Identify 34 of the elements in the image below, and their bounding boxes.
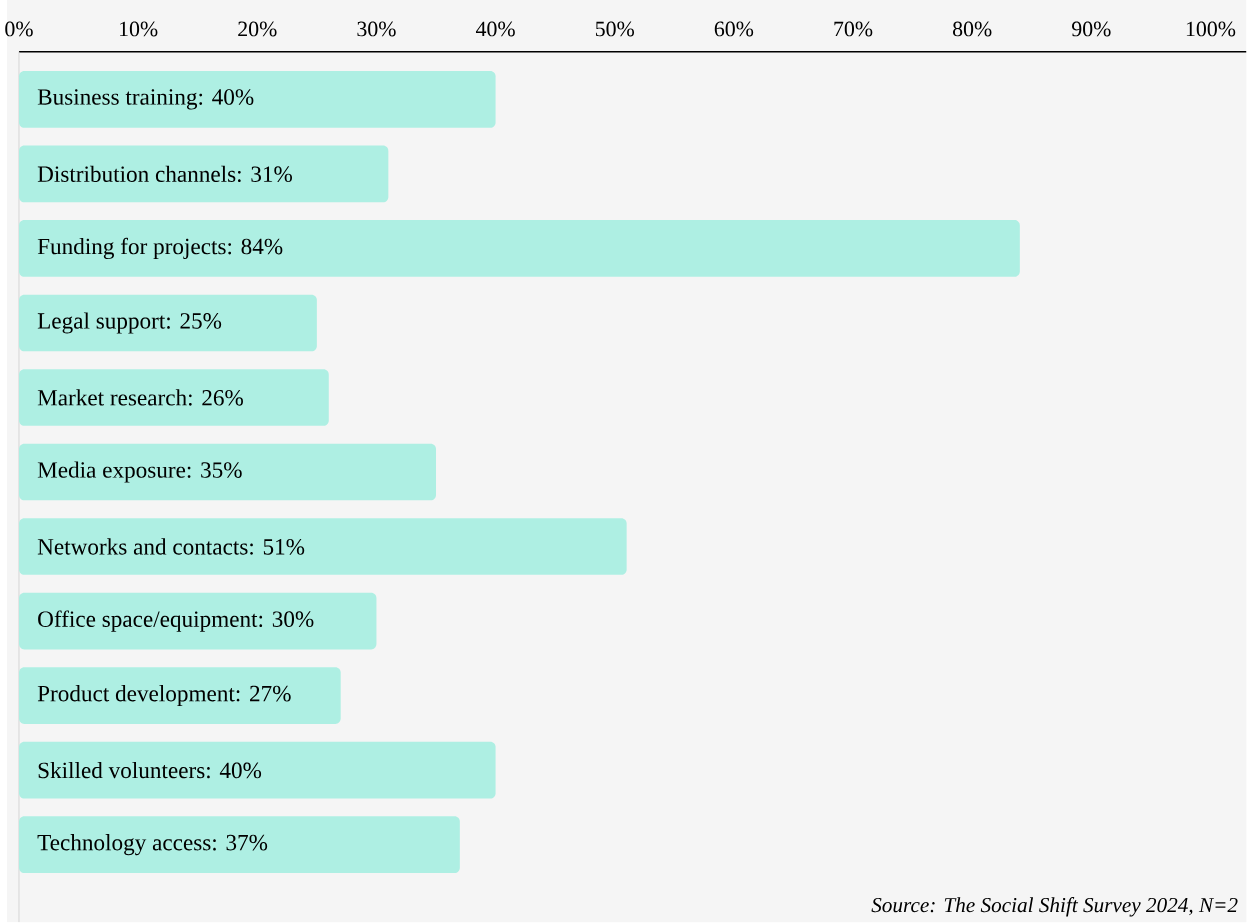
bar bbox=[18, 294, 317, 352]
bar bbox=[18, 145, 389, 203]
bar bbox=[18, 816, 460, 874]
y-tick-label: Market research: 26% bbox=[37, 389, 243, 406]
y-tick-label: Skilled volunteers: 40% bbox=[38, 762, 262, 779]
y-tick-label: Legal support: 25% bbox=[37, 312, 222, 334]
x-tick-label: 60% bbox=[714, 21, 754, 37]
x-tick-label: 90% bbox=[1072, 21, 1111, 37]
y-tick-label: Product development: 27% bbox=[37, 685, 291, 707]
x-tick-label: 40% bbox=[475, 21, 515, 37]
y-tick-label: Business training: 40% bbox=[37, 89, 254, 110]
x-tick-label: 20% bbox=[238, 21, 277, 37]
x-tick-label: 100% bbox=[1186, 21, 1236, 37]
bar bbox=[18, 443, 437, 501]
bar bbox=[18, 71, 496, 128]
y-tick-label: Networks and contacts: 51% bbox=[37, 538, 305, 555]
y-tick-label: Media exposure: 35% bbox=[37, 461, 242, 483]
bar bbox=[18, 369, 329, 427]
bar bbox=[18, 518, 627, 576]
x-tick-label: 30% bbox=[357, 21, 396, 37]
y-tick-label: Distribution channels: 31% bbox=[37, 165, 293, 183]
y-tick-label: Office space/equipment: 30% bbox=[38, 610, 314, 632]
x-tick-label: 10% bbox=[120, 21, 158, 37]
bar bbox=[18, 742, 496, 799]
bar bbox=[18, 220, 1020, 277]
x-tick-label: 80% bbox=[952, 21, 992, 37]
x-tick-label: 70% bbox=[834, 21, 873, 37]
x-tick-label: 0% bbox=[5, 21, 33, 37]
annotation: Source: The Social Shift Survey 2024, N=2 bbox=[871, 897, 1238, 917]
y-tick-label: Technology access: 37% bbox=[37, 834, 268, 856]
bar bbox=[18, 592, 377, 650]
y-tick-label: Funding for projects: 84% bbox=[37, 237, 283, 260]
bar bbox=[18, 667, 341, 725]
x-tick-label: 50% bbox=[595, 21, 635, 37]
